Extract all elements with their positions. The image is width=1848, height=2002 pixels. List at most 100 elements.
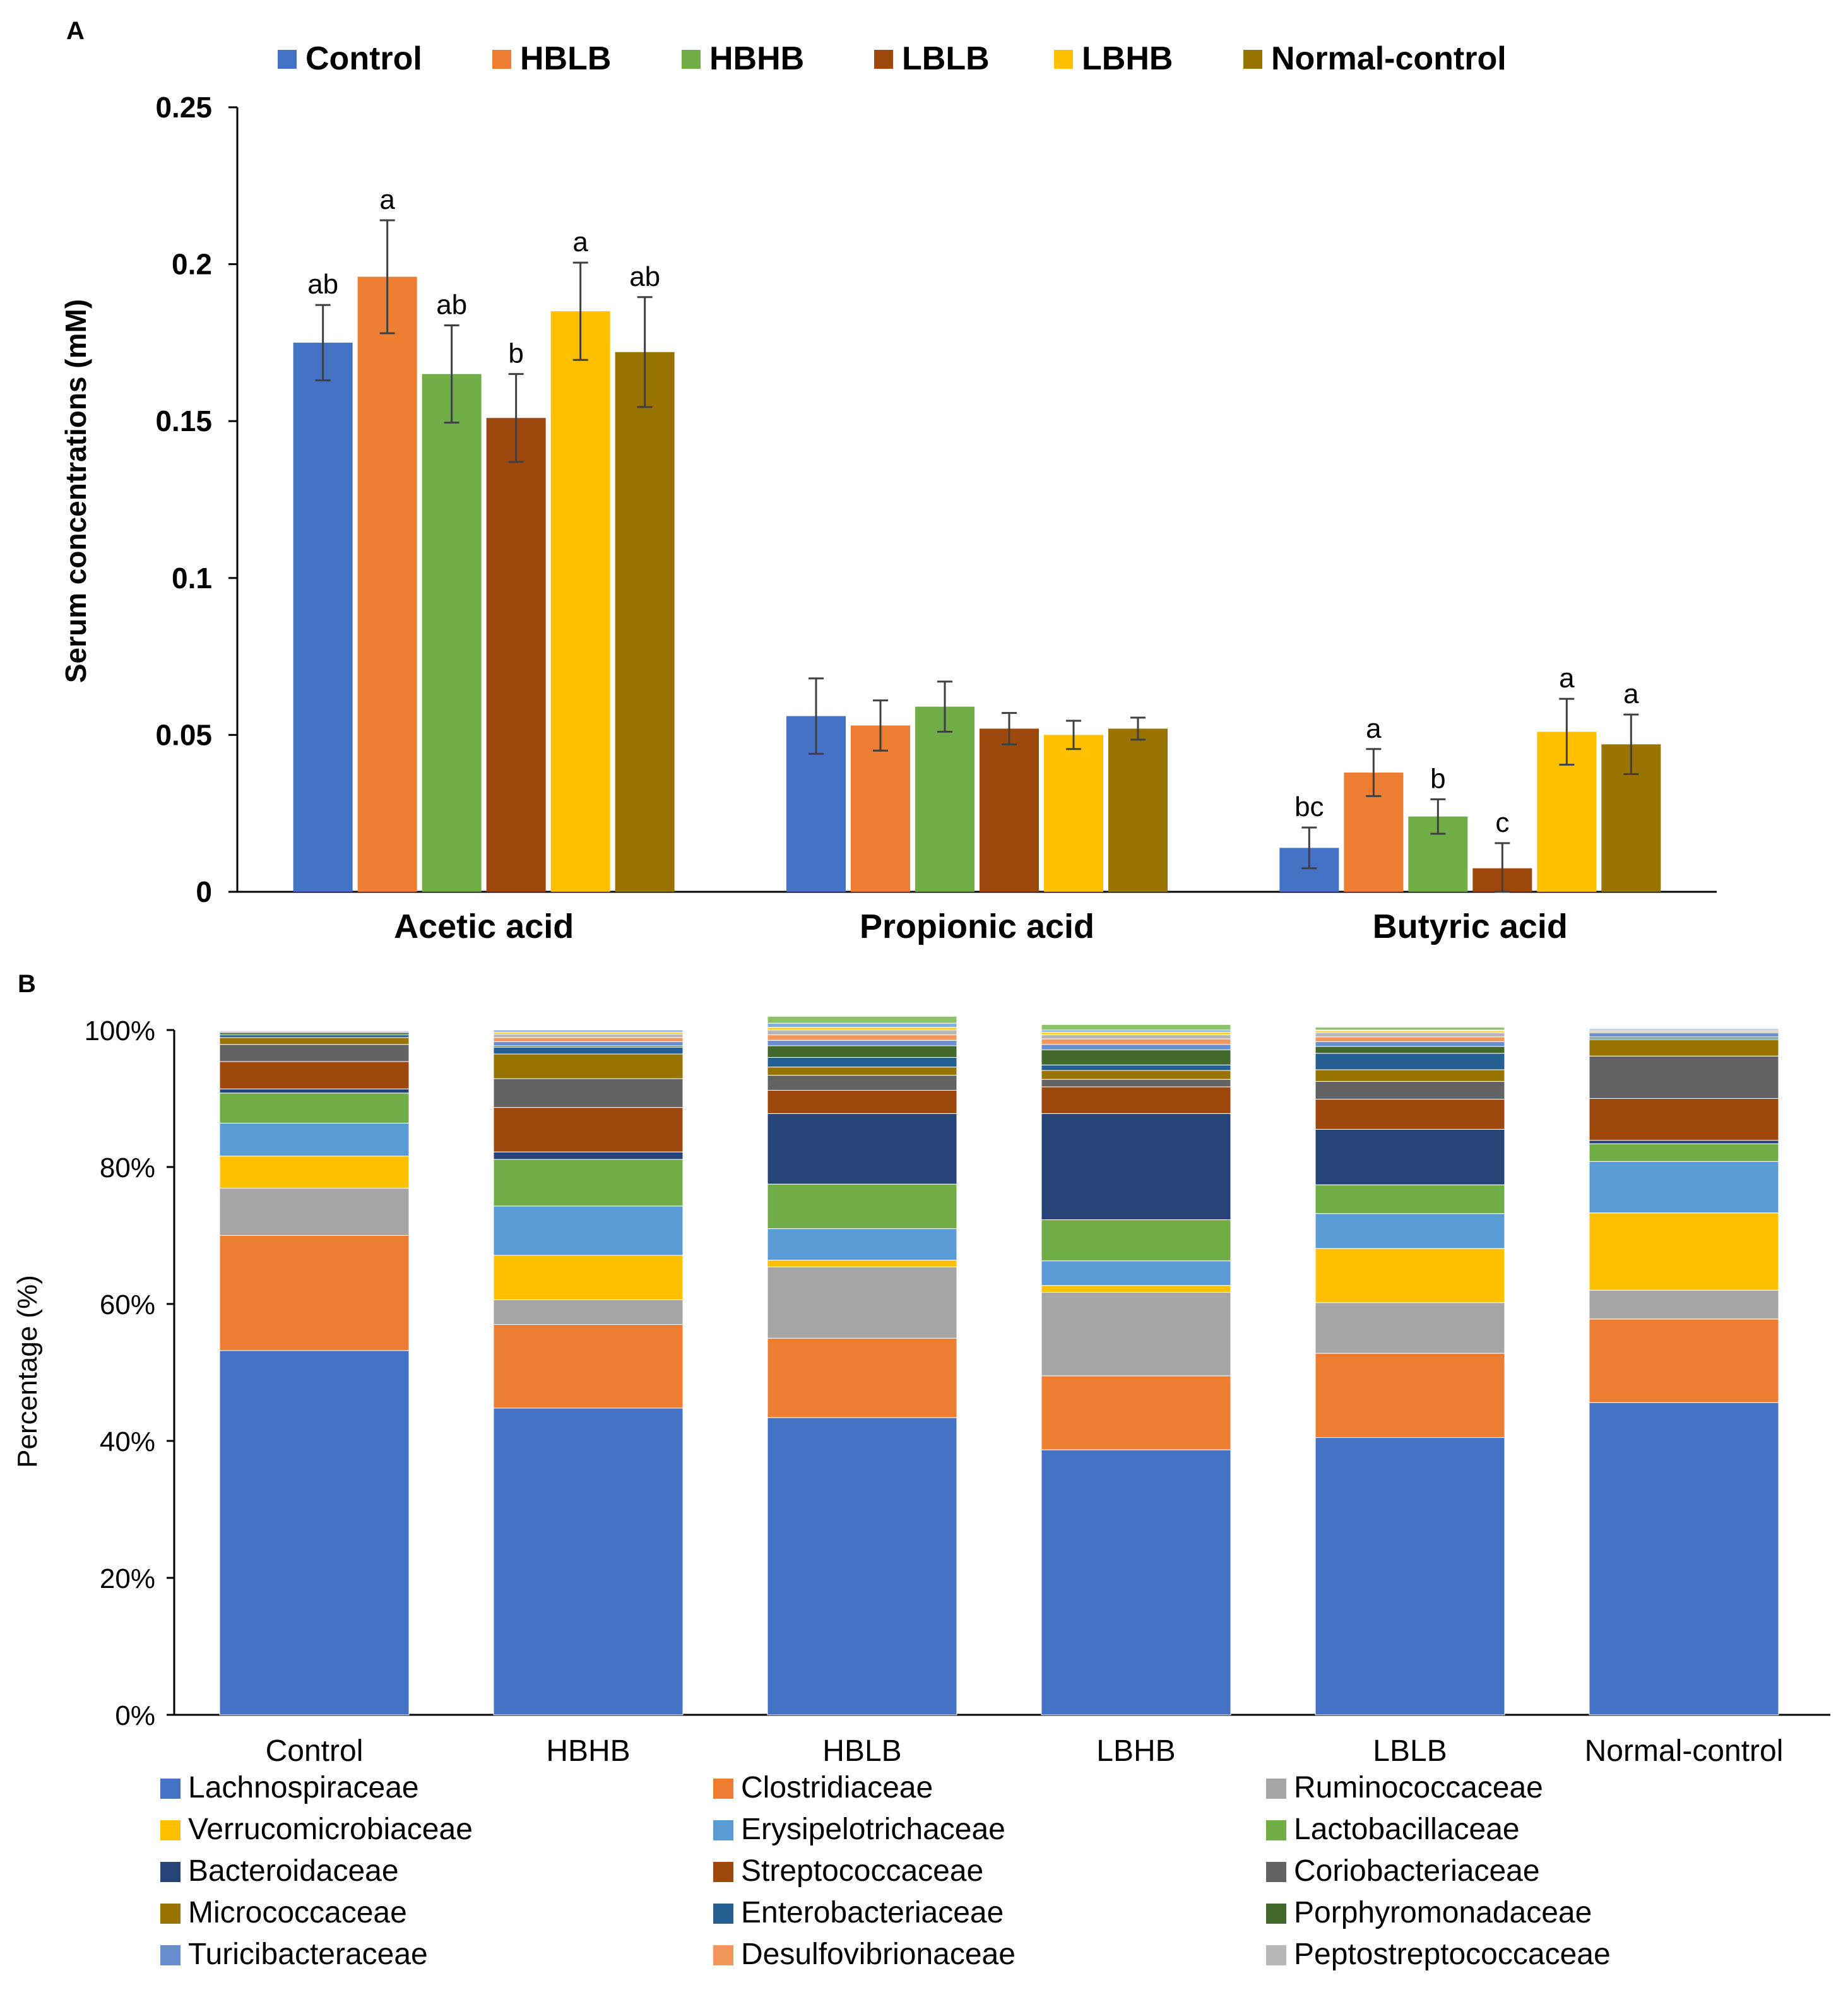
segment-control-erysipelotrichaceae bbox=[219, 1123, 410, 1157]
legend-swatch-peptostreptococcaceae bbox=[1266, 1945, 1286, 1965]
segment-lblb-clostridiaceae bbox=[1315, 1353, 1505, 1438]
segment-lblb-peptostreptococcaceae bbox=[1315, 1032, 1505, 1038]
bar-acetic-acid-lbhb bbox=[550, 311, 610, 892]
legend-label-erysipelotrichaceae: Erysipelotrichaceae bbox=[741, 1813, 1005, 1846]
segment-lblb-micrococcaceae bbox=[1315, 1069, 1505, 1082]
segment-hblb-peptostreptococcaceae bbox=[767, 1029, 957, 1036]
segment-hblb-other-green bbox=[767, 1016, 957, 1024]
legend-swatch-verrucomicrobiaceae bbox=[160, 1820, 181, 1840]
segment-hblb-streptococcaceae bbox=[767, 1089, 957, 1114]
segment-hblb-erysipelotrichaceae bbox=[767, 1228, 957, 1261]
segment-lbhb-other-yellow bbox=[1041, 1031, 1231, 1036]
segment-normal-control-erysipelotrichaceae bbox=[1589, 1161, 1779, 1214]
segment-hblb-lactobacillaceae bbox=[767, 1183, 957, 1229]
bar-propionic-acid-hblb bbox=[851, 725, 910, 892]
segment-lbhb-streptococcaceae bbox=[1041, 1086, 1231, 1114]
segment-hbhb-verrucomicrobiaceae bbox=[493, 1255, 684, 1300]
segment-lblb-turicibacteraceae bbox=[1315, 1041, 1505, 1047]
segment-hblb-coriobacteriaceae bbox=[767, 1075, 957, 1091]
legend-label-coriobacteriaceae: Coriobacteriaceae bbox=[1294, 1854, 1540, 1888]
y-tick-label: 0.25 bbox=[155, 91, 212, 124]
segment-lbhb-desulfovibrionaceae bbox=[1041, 1038, 1231, 1045]
segment-normal-control-ruminococcaceae bbox=[1589, 1289, 1779, 1320]
legend-label-verrucomicrobiaceae: Verrucomicrobiaceae bbox=[188, 1813, 473, 1846]
segment-hbhb-erysipelotrichaceae bbox=[493, 1205, 684, 1256]
segment-control-enterobacteriaceae bbox=[219, 1034, 410, 1038]
segment-normal-control-turicibacteraceae bbox=[1589, 1032, 1779, 1038]
significance-letter-butyric-acid-hblb: a bbox=[1366, 713, 1382, 744]
segment-hblb-ruminococcaceae bbox=[767, 1266, 957, 1339]
y-axis-title: Percentage (%) bbox=[12, 1275, 43, 1468]
segment-hbhb-clostridiaceae bbox=[493, 1324, 684, 1409]
segment-normal-control-verrucomicrobiaceae bbox=[1589, 1212, 1779, 1291]
segment-lbhb-enterobacteriaceae bbox=[1041, 1064, 1231, 1071]
y-tick-label: 60% bbox=[100, 1289, 155, 1320]
segment-hblb-turicibacteraceae bbox=[767, 1040, 957, 1046]
segment-lbhb-porphyromonadaceae bbox=[1041, 1049, 1231, 1065]
legend-label-control: Control bbox=[305, 40, 422, 77]
segment-lblb-verrucomicrobiaceae bbox=[1315, 1248, 1505, 1303]
segment-lblb-bacteroidaceae bbox=[1315, 1128, 1505, 1185]
y-axis-title: Serum concentrations (mM) bbox=[59, 299, 92, 683]
y-tick-label: 0.15 bbox=[155, 405, 212, 437]
y-tick-label: 0.2 bbox=[172, 248, 212, 281]
segment-hbhb-coriobacteriaceae bbox=[493, 1078, 684, 1108]
legend-label-ruminococcaceae: Ruminococcaceae bbox=[1294, 1771, 1543, 1804]
legend-label-bacteroidaceae: Bacteroidaceae bbox=[188, 1854, 399, 1888]
category-label-butyric-acid: Butyric acid bbox=[1373, 908, 1568, 945]
legend-swatch-ruminococcaceae bbox=[1266, 1779, 1286, 1799]
segment-lbhb-micrococcaceae bbox=[1041, 1070, 1231, 1080]
segment-lbhb-turicibacteraceae bbox=[1041, 1044, 1231, 1050]
segment-normal-control-streptococcaceae bbox=[1589, 1098, 1779, 1141]
segment-hblb-other-lightblue bbox=[767, 1022, 957, 1028]
segment-lbhb-other-green bbox=[1041, 1024, 1231, 1031]
legend-label-turicibacteraceae: Turicibacteraceae bbox=[188, 1938, 428, 1971]
significance-letter-butyric-acid-lbhb: a bbox=[1559, 663, 1575, 694]
bar-propionic-acid-normal-control bbox=[1108, 728, 1168, 892]
segment-hblb-bacteroidaceae bbox=[767, 1113, 957, 1185]
segment-control-ruminococcaceae bbox=[219, 1188, 410, 1236]
legend-swatch-lactobacillaceae bbox=[1266, 1820, 1286, 1840]
bar-propionic-acid-hbhb bbox=[915, 706, 974, 892]
segment-normal-control-bacteroidaceae bbox=[1589, 1140, 1779, 1144]
legend-label-micrococcaceae: Micrococcaceae bbox=[188, 1896, 407, 1929]
segment-hblb-verrucomicrobiaceae bbox=[767, 1260, 957, 1267]
segment-hbhb-turicibacteraceae bbox=[493, 1041, 684, 1046]
legend-swatch-porphyromonadaceae bbox=[1266, 1904, 1286, 1924]
category-label-lbhb: LBHB bbox=[1096, 1734, 1175, 1768]
legend-label-clostridiaceae: Clostridiaceae bbox=[741, 1771, 933, 1804]
legend-swatch-turicibacteraceae bbox=[160, 1945, 181, 1965]
segment-control-clostridiaceae bbox=[219, 1235, 410, 1351]
segment-normal-control-other-green bbox=[1589, 1028, 1779, 1029]
legend-swatch-lbhb bbox=[1054, 50, 1073, 69]
significance-letter-acetic-acid-lbhb: a bbox=[572, 227, 588, 258]
legend-label-hblb: HBLB bbox=[520, 40, 611, 77]
segment-hbhb-lactobacillaceae bbox=[493, 1159, 684, 1207]
segment-lbhb-ruminococcaceae bbox=[1041, 1292, 1231, 1377]
segment-control-peptostreptococcaceae bbox=[219, 1029, 410, 1031]
segment-hbhb-peptostreptococcaceae bbox=[493, 1034, 684, 1038]
segment-hbhb-desulfovibrionaceae bbox=[493, 1037, 684, 1042]
segment-control-micrococcaceae bbox=[219, 1037, 410, 1045]
segment-hblb-micrococcaceae bbox=[767, 1067, 957, 1076]
significance-letter-butyric-acid-hbhb: b bbox=[1430, 763, 1445, 794]
segment-lblb-lactobacillaceae bbox=[1315, 1184, 1505, 1214]
segment-hbhb-other-lightblue bbox=[493, 1029, 684, 1033]
segment-lbhb-lactobacillaceae bbox=[1041, 1219, 1231, 1262]
segment-hblb-desulfovibrionaceae bbox=[767, 1034, 957, 1041]
legend-swatch-hblb bbox=[492, 50, 511, 69]
legend-swatch-enterobacteriaceae bbox=[713, 1904, 733, 1924]
legend-label-hbhb: HBHB bbox=[709, 40, 804, 77]
legend-swatch-erysipelotrichaceae bbox=[713, 1820, 733, 1840]
category-label-normal-control: Normal-control bbox=[1585, 1734, 1784, 1768]
significance-letter-butyric-acid-normal-control: a bbox=[1623, 678, 1639, 709]
category-label-lblb: LBLB bbox=[1373, 1734, 1447, 1768]
segment-lblb-streptococcaceae bbox=[1315, 1099, 1505, 1130]
significance-letter-acetic-acid-hblb: a bbox=[379, 184, 395, 215]
segment-lblb-lachnospiraceae bbox=[1315, 1437, 1505, 1715]
legend-label-streptococcaceae: Streptococcaceae bbox=[741, 1854, 983, 1888]
segment-lblb-enterobacteriaceae bbox=[1315, 1053, 1505, 1070]
significance-letter-acetic-acid-lblb: b bbox=[508, 338, 523, 369]
significance-letter-butyric-acid-control: bc bbox=[1294, 791, 1324, 822]
legend-swatch-hbhb bbox=[682, 50, 701, 69]
